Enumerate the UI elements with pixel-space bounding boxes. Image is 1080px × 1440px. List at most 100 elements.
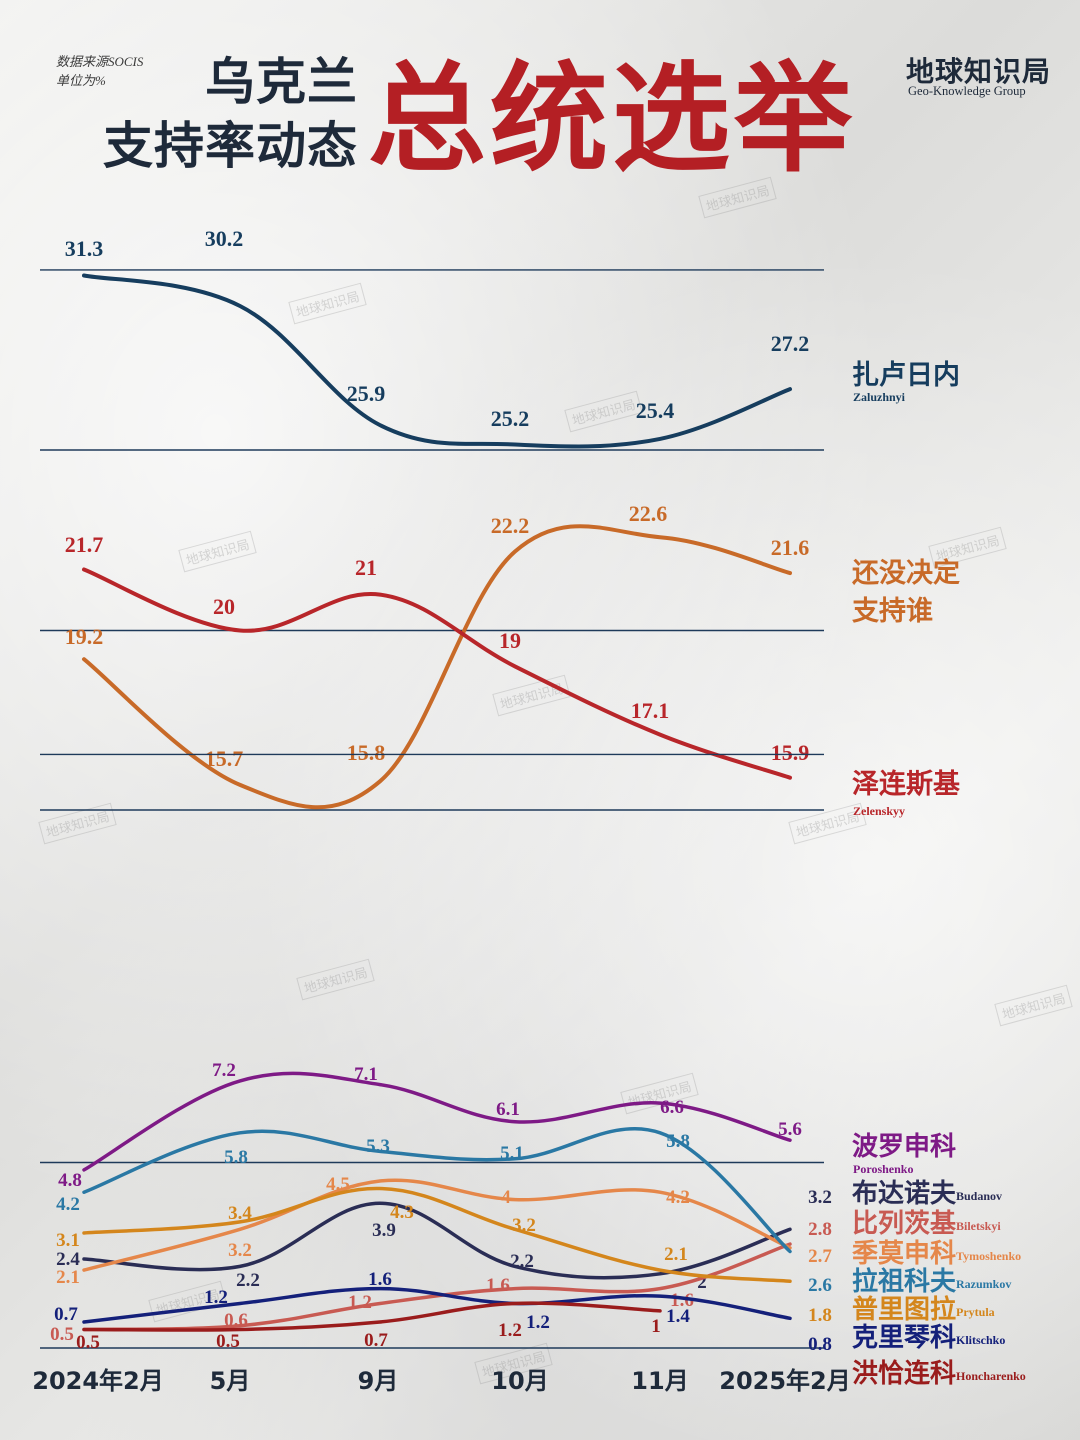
honcharenko-data-label: 0.5 bbox=[76, 1332, 100, 1353]
tymoshenko-data-label: 4 bbox=[501, 1187, 511, 1208]
tymoshenko-data-label: 2.7 bbox=[808, 1246, 832, 1267]
legend-undecided-cn: 还没决定 bbox=[852, 557, 960, 589]
prytula-data-label: 3.4 bbox=[228, 1203, 252, 1224]
legend-zelenskyy-cn: 泽连斯基 bbox=[852, 768, 961, 800]
biletskyi-data-label: 0.6 bbox=[224, 1310, 248, 1331]
legend-zaluzhnyi-cn: 扎卢日内 bbox=[852, 360, 960, 391]
x-axis-tick-label: 2025年2月 bbox=[719, 1367, 851, 1395]
razumkov-data-label: 2.6 bbox=[808, 1275, 832, 1296]
poroshenko-data-label: 5.6 bbox=[778, 1119, 802, 1140]
subtitle-line-1: 乌克兰 bbox=[205, 52, 358, 111]
biletskyi-data-label: 0.5 bbox=[50, 1324, 74, 1345]
x-axis-tick-label: 2024年2月 bbox=[32, 1367, 164, 1395]
poroshenko-data-label: 7.2 bbox=[212, 1060, 236, 1081]
poroshenko-data-label: 7.1 bbox=[354, 1064, 378, 1085]
biletskyi-data-label: 2.8 bbox=[808, 1219, 832, 1240]
zelenskyy-data-label: 17.1 bbox=[631, 698, 670, 723]
klitschko-data-label: 1.2 bbox=[526, 1312, 550, 1333]
x-axis-tick-label: 5月 bbox=[210, 1367, 251, 1395]
legend-prytula-en: Prytula bbox=[956, 1305, 995, 1319]
klitschko-data-label: 1.2 bbox=[204, 1287, 228, 1308]
poroshenko-line bbox=[82, 1071, 792, 1172]
klitschko-data-label: 0.8 bbox=[808, 1334, 832, 1355]
budanov-data-label: 2.2 bbox=[510, 1251, 534, 1272]
tymoshenko-data-label: 2.1 bbox=[56, 1267, 80, 1288]
poroshenko-data-label: 4.8 bbox=[58, 1170, 82, 1191]
legend-prytula-cn: 普里图拉 bbox=[852, 1294, 956, 1325]
undecided-data-label: 22.6 bbox=[629, 501, 668, 526]
legend-undecided-cn2: 支持谁 bbox=[852, 596, 933, 627]
legend-klitschko-en: Klitschko bbox=[956, 1333, 1005, 1347]
klitschko-data-label: 1.4 bbox=[666, 1306, 690, 1327]
undecided-data-label: 15.8 bbox=[347, 740, 386, 765]
prytula-line bbox=[82, 1186, 792, 1283]
zelenskyy-data-label: 15.9 bbox=[771, 740, 810, 765]
x-axis-tick-label: 10月 bbox=[491, 1367, 548, 1395]
honcharenko-line bbox=[82, 1301, 662, 1332]
prytula-data-label: 3.2 bbox=[512, 1215, 536, 1236]
budanov-data-label: 3.2 bbox=[808, 1187, 832, 1208]
page-subtitle: 乌克兰 支持率动态 bbox=[52, 50, 358, 178]
undecided-data-label: 19.2 bbox=[65, 624, 104, 649]
legend-budanov-en: Budanov bbox=[956, 1189, 1002, 1203]
legend-razumkov-en: Razumkov bbox=[956, 1277, 1011, 1291]
undecided-line bbox=[82, 524, 792, 810]
biletskyi-data-label: 1.6 bbox=[670, 1290, 694, 1311]
poroshenko-data-label: 6.1 bbox=[496, 1099, 520, 1120]
undecided-data-label: 21.6 bbox=[771, 535, 810, 560]
subtitle-line-2: 支持率动态 bbox=[103, 116, 358, 175]
prytula-data-label: 4.3 bbox=[390, 1202, 414, 1223]
data-source-note: 数据来源SOCIS 单位为% bbox=[56, 52, 143, 90]
undecided-data-label: 15.7 bbox=[205, 746, 244, 771]
razumkov-data-label: 5.8 bbox=[666, 1131, 690, 1152]
legend-klitschko-cn: 克里琴科 bbox=[852, 1323, 956, 1353]
undecided-data-label: 22.2 bbox=[491, 513, 530, 538]
razumkov-data-label: 5.3 bbox=[366, 1136, 390, 1157]
honcharenko-data-label: 0.7 bbox=[364, 1330, 388, 1351]
zaluzhnyi-data-label: 27.2 bbox=[771, 331, 810, 356]
x-axis-tick-label: 11月 bbox=[631, 1367, 688, 1395]
legend-honcharenko-en: Honcharenko bbox=[956, 1369, 1026, 1383]
razumkov-data-label: 5.8 bbox=[224, 1147, 248, 1168]
klitschko-data-label: 0.7 bbox=[54, 1304, 78, 1325]
budanov-line bbox=[82, 1201, 792, 1280]
zelenskyy-data-label: 19 bbox=[499, 628, 521, 653]
legend-zaluzhnyi-en: Zaluzhnyi bbox=[853, 390, 906, 404]
zaluzhnyi-data-label: 30.2 bbox=[205, 226, 244, 251]
klitschko-line bbox=[82, 1286, 792, 1324]
poroshenko-data-label: 6.6 bbox=[660, 1097, 684, 1118]
legend-tymoshenko-cn: 季莫申科 bbox=[852, 1239, 956, 1269]
legend-honcharenko-cn: 洪恰连科 bbox=[852, 1359, 956, 1389]
honcharenko-data-label: 1 bbox=[651, 1316, 661, 1337]
zaluzhnyi-line bbox=[82, 273, 792, 449]
legend-zelenskyy-en: Zelenskyy bbox=[853, 804, 905, 818]
budanov-data-label: 2 bbox=[697, 1272, 707, 1293]
zelenskyy-data-label: 21.7 bbox=[65, 532, 104, 557]
x-axis-tick-label: 9月 bbox=[358, 1367, 399, 1395]
klitschko-data-label: 1.6 bbox=[368, 1269, 392, 1290]
zelenskyy-data-label: 21 bbox=[355, 555, 377, 580]
source-text: 数据来源SOCIS bbox=[56, 54, 144, 69]
zelenskyy-line bbox=[82, 567, 792, 780]
legend-poroshenko-cn: 波罗申科 bbox=[852, 1132, 956, 1162]
budanov-data-label: 2.2 bbox=[236, 1270, 260, 1291]
prytula-data-label: 3.1 bbox=[56, 1230, 80, 1251]
budanov-data-label: 2.4 bbox=[56, 1249, 80, 1270]
zelenskyy-data-label: 20 bbox=[213, 594, 235, 619]
budanov-data-label: 3.9 bbox=[372, 1220, 396, 1241]
page-title: 总统选举 bbox=[368, 49, 857, 188]
zaluzhnyi-data-label: 25.9 bbox=[347, 381, 386, 406]
legend-poroshenko-en: Poroshenko bbox=[853, 1162, 913, 1176]
biletskyi-data-label: 1.2 bbox=[348, 1292, 372, 1313]
tymoshenko-line bbox=[82, 1178, 792, 1272]
unit-text: 单位为% bbox=[56, 73, 106, 88]
legend-biletskyi-en: Biletskyi bbox=[956, 1219, 1001, 1233]
legend-budanov-cn: 布达诺夫 bbox=[852, 1179, 957, 1209]
tymoshenko-data-label: 4.2 bbox=[666, 1187, 690, 1208]
honcharenko-data-label: 1.2 bbox=[498, 1320, 522, 1341]
zaluzhnyi-data-label: 25.2 bbox=[491, 406, 530, 431]
razumkov-line bbox=[82, 1126, 792, 1254]
brand-english-text: Geo-Knowledge Group bbox=[908, 84, 1026, 98]
honcharenko-data-label: 0.5 bbox=[216, 1331, 240, 1352]
